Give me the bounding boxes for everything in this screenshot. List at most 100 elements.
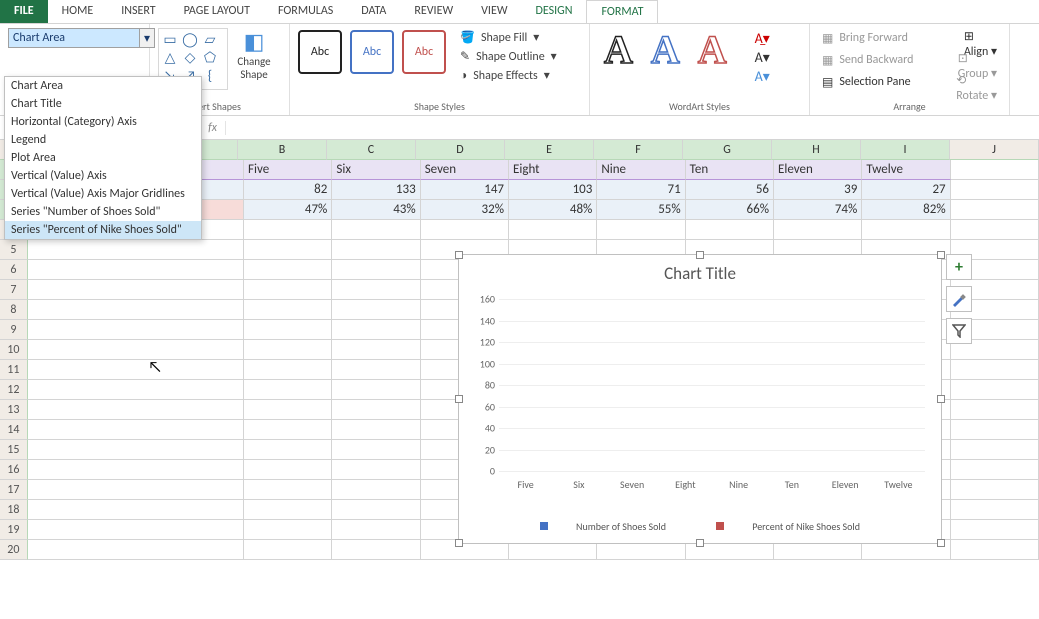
- cell[interactable]: Eleven: [774, 160, 862, 180]
- cell[interactable]: [28, 420, 244, 440]
- row-header[interactable]: 7: [0, 280, 28, 300]
- dropdown-item[interactable]: Horizontal (Category) Axis: [5, 113, 201, 131]
- cell[interactable]: [951, 160, 1039, 180]
- row-header[interactable]: 17: [0, 480, 28, 500]
- cell[interactable]: [951, 200, 1039, 220]
- cell[interactable]: 47%: [244, 200, 332, 220]
- cell[interactable]: [244, 480, 332, 500]
- y-axis[interactable]: 020406080100120140160: [469, 299, 497, 471]
- cell[interactable]: [332, 520, 420, 540]
- cell[interactable]: [332, 260, 420, 280]
- group-button[interactable]: ⊡ Group ▾: [958, 51, 997, 69]
- x-label[interactable]: Six: [552, 478, 605, 491]
- dropdown-item[interactable]: Series "Percent of Nike Shoes Sold": [5, 221, 201, 239]
- shape-style-preset[interactable]: Abc: [298, 30, 342, 74]
- cell[interactable]: 27: [862, 180, 950, 200]
- tab-data[interactable]: DATA: [347, 0, 400, 23]
- cell[interactable]: [332, 420, 420, 440]
- cell[interactable]: [332, 460, 420, 480]
- cell[interactable]: [244, 260, 332, 280]
- cell[interactable]: Nine: [597, 160, 685, 180]
- resize-handle[interactable]: [937, 251, 945, 259]
- cell[interactable]: [951, 400, 1039, 420]
- row-header[interactable]: 13: [0, 400, 28, 420]
- row-header[interactable]: 20: [0, 540, 28, 560]
- cell[interactable]: [244, 440, 332, 460]
- cell[interactable]: [28, 480, 244, 500]
- cell[interactable]: [332, 500, 420, 520]
- tab-formulas[interactable]: FORMULAS: [264, 0, 347, 23]
- cell[interactable]: 74%: [774, 200, 862, 220]
- column-header[interactable]: B: [238, 140, 327, 160]
- text-outline-button[interactable]: A▾: [755, 49, 770, 66]
- x-label[interactable]: Twelve: [872, 478, 925, 491]
- chart-element-selector[interactable]: Chart Area ▾: [8, 28, 140, 48]
- cell[interactable]: [244, 520, 332, 540]
- cell[interactable]: [244, 380, 332, 400]
- cell[interactable]: [244, 320, 332, 340]
- wordart-preset[interactable]: A: [651, 30, 680, 70]
- cell[interactable]: 48%: [509, 200, 597, 220]
- dropdown-item[interactable]: Vertical (Value) Axis: [5, 167, 201, 185]
- chart-styles-button[interactable]: [946, 286, 972, 312]
- resize-handle[interactable]: [455, 395, 463, 403]
- cell[interactable]: [421, 220, 509, 240]
- resize-handle[interactable]: [937, 539, 945, 547]
- cell[interactable]: [951, 540, 1039, 560]
- selection-pane-button[interactable]: ▤Selection Pane: [822, 73, 911, 91]
- cell[interactable]: [244, 500, 332, 520]
- cell[interactable]: [28, 380, 244, 400]
- embedded-chart[interactable]: Chart Title 020406080100120140160 FiveSi…: [458, 254, 942, 544]
- cell[interactable]: [244, 220, 332, 240]
- cell[interactable]: [28, 240, 244, 260]
- row-header[interactable]: 6: [0, 260, 28, 280]
- text-effects-button[interactable]: A▾: [755, 68, 770, 85]
- row-header[interactable]: 12: [0, 380, 28, 400]
- rotate-button[interactable]: ⟲ Rotate ▾: [956, 73, 997, 91]
- shape-style-preset[interactable]: Abc: [350, 30, 394, 74]
- cell[interactable]: [951, 500, 1039, 520]
- legend-entry-1[interactable]: Number of Shoes Sold: [528, 520, 678, 533]
- cell[interactable]: [332, 240, 420, 260]
- cell[interactable]: [28, 500, 244, 520]
- chart-element-dropdown[interactable]: Chart AreaChart TitleHorizontal (Categor…: [4, 76, 202, 240]
- x-label[interactable]: Eight: [659, 478, 712, 491]
- resize-handle[interactable]: [455, 251, 463, 259]
- cell[interactable]: [332, 300, 420, 320]
- cell[interactable]: 103: [509, 180, 597, 200]
- column-header[interactable]: C: [327, 140, 416, 160]
- align-button[interactable]: ⊞ Align ▾: [964, 29, 997, 47]
- cell[interactable]: [597, 220, 685, 240]
- cell[interactable]: Twelve: [862, 160, 950, 180]
- row-header[interactable]: 14: [0, 420, 28, 440]
- row-header[interactable]: 10: [0, 340, 28, 360]
- chart-filters-button[interactable]: [946, 318, 972, 344]
- cell[interactable]: [332, 400, 420, 420]
- cell[interactable]: [28, 460, 244, 480]
- cell[interactable]: [244, 300, 332, 320]
- cell[interactable]: [28, 400, 244, 420]
- row-header[interactable]: 5: [0, 240, 28, 260]
- tab-page-layout[interactable]: PAGE LAYOUT: [170, 0, 264, 23]
- cell[interactable]: 82: [244, 180, 332, 200]
- dropdown-item[interactable]: Legend: [5, 131, 201, 149]
- cell[interactable]: [244, 360, 332, 380]
- cell[interactable]: [332, 540, 420, 560]
- chart-title[interactable]: Chart Title: [459, 255, 941, 288]
- x-label[interactable]: Nine: [712, 478, 765, 491]
- cell[interactable]: [244, 460, 332, 480]
- column-header[interactable]: H: [772, 140, 861, 160]
- cell[interactable]: [951, 440, 1039, 460]
- cell[interactable]: 55%: [597, 200, 685, 220]
- tab-format[interactable]: FORMAT: [586, 0, 658, 23]
- tab-home[interactable]: HOME: [48, 0, 108, 23]
- send-backward-button[interactable]: ▦Send Backward: [822, 51, 913, 69]
- shape-style-preset[interactable]: Abc: [402, 30, 446, 74]
- cell[interactable]: [28, 340, 244, 360]
- cell[interactable]: 71: [597, 180, 685, 200]
- cell[interactable]: 133: [332, 180, 420, 200]
- cell[interactable]: [28, 360, 244, 380]
- tab-file[interactable]: FILE: [0, 0, 48, 23]
- resize-handle[interactable]: [696, 539, 704, 547]
- legend-entry-2[interactable]: Percent of Nike Shoes Sold: [704, 520, 872, 533]
